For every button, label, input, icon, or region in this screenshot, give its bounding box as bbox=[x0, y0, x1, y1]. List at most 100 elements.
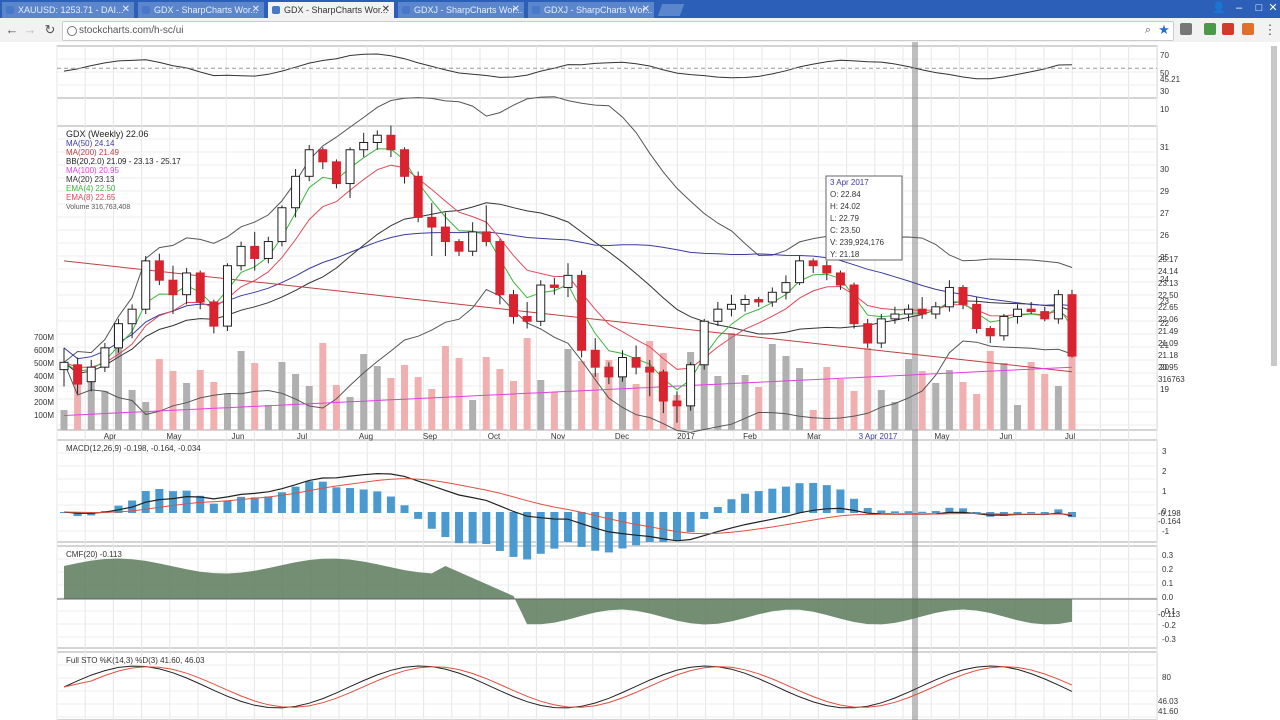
rsi-axis-label: 70 bbox=[1160, 51, 1169, 60]
tooltip-volume: V: 239,924,176 bbox=[830, 238, 885, 247]
volume-bar bbox=[305, 386, 313, 430]
price-tag: 22.06 bbox=[1158, 315, 1179, 324]
tab-gdxj-1[interactable]: GDXJ - SharpCharts Wor... ✕ bbox=[398, 2, 524, 18]
candle bbox=[250, 245, 260, 259]
volume-bar bbox=[387, 378, 395, 430]
candle bbox=[699, 320, 709, 366]
legend-volume: Volume 316,763,408 bbox=[66, 204, 130, 211]
volume-axis-label: 500M bbox=[34, 359, 54, 368]
cmf-tag: -0.113 bbox=[1158, 610, 1181, 619]
volume-bar bbox=[74, 367, 82, 430]
bookmark-star-icon[interactable]: ★ bbox=[1158, 22, 1170, 37]
x-axis-label: Jun bbox=[1000, 432, 1013, 441]
legend-ema8: EMA(8) 22.65 bbox=[66, 193, 116, 202]
close-icon[interactable]: ✕ bbox=[641, 4, 650, 15]
ma100-line bbox=[63, 366, 1073, 416]
cmf-axis-label: 0.1 bbox=[1162, 579, 1174, 588]
volume-bar bbox=[128, 390, 136, 430]
sto-k-line bbox=[63, 665, 1073, 709]
candle bbox=[427, 216, 437, 228]
close-icon[interactable]: ✕ bbox=[381, 4, 390, 15]
zoom-icon[interactable]: ⌕ bbox=[1144, 24, 1152, 36]
price-axis-label: 26 bbox=[1160, 231, 1169, 240]
candle bbox=[195, 272, 205, 303]
scrollbar[interactable] bbox=[1271, 46, 1277, 366]
ma50-line bbox=[63, 231, 1073, 360]
volume-bar bbox=[768, 344, 776, 430]
close-icon[interactable]: ✕ bbox=[511, 4, 520, 15]
macd-histogram-bar bbox=[781, 486, 790, 513]
extension-icon[interactable] bbox=[1180, 23, 1192, 35]
candle bbox=[590, 349, 600, 368]
candle bbox=[658, 371, 668, 402]
candle bbox=[141, 260, 151, 310]
cmf-axis-label: 0.0 bbox=[1162, 593, 1174, 602]
volume-axis-label: 600M bbox=[34, 346, 54, 355]
cmf-area bbox=[64, 558, 1072, 625]
tooltip-open: O: 22.84 bbox=[830, 190, 861, 199]
legend-ma50: MA(50) 24.14 bbox=[66, 139, 115, 148]
x-axis-label: Nov bbox=[551, 432, 565, 441]
volume-bar bbox=[850, 391, 858, 430]
macd-histogram-bar bbox=[482, 512, 491, 545]
reload-icon[interactable]: ↻ bbox=[44, 22, 56, 37]
macd-histogram-bar bbox=[659, 512, 668, 542]
macd-histogram-bar bbox=[155, 488, 164, 513]
candle bbox=[822, 265, 832, 274]
legend-ticker: GDX (Weekly) 22.06 bbox=[66, 129, 148, 139]
macd-histogram-bar bbox=[877, 510, 886, 513]
minimize-icon[interactable]: – bbox=[1235, 2, 1243, 14]
extension-icon[interactable] bbox=[1242, 23, 1254, 35]
candle bbox=[672, 400, 682, 407]
candle bbox=[454, 241, 464, 252]
volume-bar bbox=[469, 400, 477, 430]
tab-gdxj-2[interactable]: GDXJ - SharpCharts Wor... ✕ bbox=[528, 2, 654, 18]
tab-gdx-active[interactable]: GDX - SharpCharts Wor... ✕ bbox=[268, 2, 394, 18]
macd-histogram-bar bbox=[618, 512, 627, 549]
url-input[interactable]: stockcharts.com/h-sc/ui bbox=[62, 21, 1174, 41]
rsi-line bbox=[63, 53, 1073, 80]
menu-icon[interactable]: ⋮ bbox=[1263, 22, 1277, 37]
candle bbox=[86, 366, 96, 383]
price-tag: 21.49 bbox=[1158, 327, 1179, 336]
tab-xauusd[interactable]: XAUUSD: 1253.71 - DAI... ✕ bbox=[2, 2, 134, 18]
candle bbox=[577, 274, 587, 351]
profile-icon[interactable]: 👤 bbox=[1212, 2, 1226, 14]
candle bbox=[359, 141, 369, 151]
volume-bar bbox=[346, 397, 354, 430]
forward-icon[interactable]: → bbox=[23, 22, 37, 37]
volume-axis-label: 100M bbox=[34, 411, 54, 420]
candle bbox=[863, 323, 873, 344]
back-icon[interactable]: ← bbox=[5, 22, 19, 37]
tab-label: GDX - SharpCharts Wor... bbox=[154, 5, 258, 15]
volume-bar bbox=[973, 394, 981, 430]
candle bbox=[985, 328, 995, 337]
candle bbox=[835, 272, 845, 286]
rsi-value-tag: 45.21 bbox=[1160, 75, 1181, 84]
sto-d-line bbox=[63, 666, 1073, 708]
candle bbox=[263, 241, 273, 259]
volume-bar bbox=[496, 369, 504, 430]
maximize-icon[interactable]: □ bbox=[1255, 2, 1263, 14]
candle bbox=[209, 301, 219, 327]
close-icon[interactable]: ✕ bbox=[251, 4, 260, 15]
cmf-axis-label: 0.2 bbox=[1162, 565, 1174, 574]
macd-histogram-bar bbox=[577, 512, 586, 547]
volume-bar bbox=[1054, 386, 1062, 430]
macd-histogram-bar bbox=[945, 507, 954, 513]
legend-ma20: MA(20) 23.13 bbox=[66, 175, 115, 184]
extension-icon[interactable] bbox=[1204, 23, 1216, 35]
price-axis-label: 19 bbox=[1160, 385, 1169, 394]
new-tab-button[interactable] bbox=[657, 4, 685, 16]
volume-bar bbox=[836, 379, 844, 430]
adblock-icon[interactable] bbox=[1222, 23, 1234, 35]
candle bbox=[686, 364, 696, 407]
close-window-icon[interactable]: ✕ bbox=[1268, 2, 1278, 14]
volume-bar bbox=[550, 392, 558, 430]
tab-gdx-1[interactable]: GDX - SharpCharts Wor... ✕ bbox=[138, 2, 264, 18]
x-axis-label: May bbox=[166, 432, 181, 441]
candle bbox=[631, 357, 641, 368]
volume-bar bbox=[632, 384, 640, 430]
macd-histogram-bar bbox=[209, 503, 218, 513]
close-icon[interactable]: ✕ bbox=[121, 4, 130, 15]
